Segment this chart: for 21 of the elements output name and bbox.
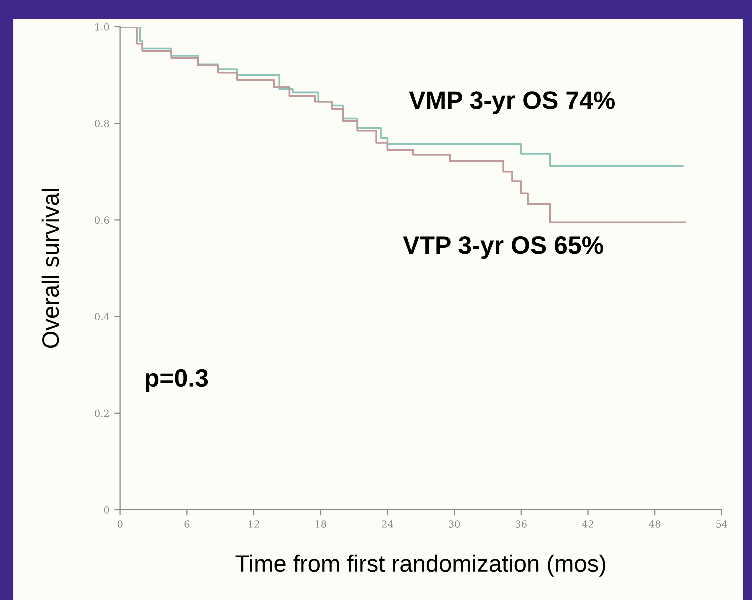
- x-tick-label: 36: [516, 520, 527, 528]
- x-tick-label: 18: [316, 520, 326, 528]
- y-tick-label: 0.4: [95, 313, 110, 321]
- x-tick-label: 42: [582, 520, 594, 528]
- y-tick-label: 0.6: [95, 216, 110, 224]
- annotation: VMP 3-yr OS 74%: [409, 92, 616, 114]
- x-tick-label: 12: [249, 520, 260, 528]
- y-tick-label: 0.2: [95, 410, 109, 418]
- y-axis-title: Overall survival: [42, 189, 60, 348]
- x-tick-label: 48: [649, 520, 661, 528]
- x-tick-label: 30: [449, 520, 460, 528]
- annotation: p=0.3: [146, 369, 208, 392]
- annotation: VTP 3-yr OS 65%: [403, 236, 604, 260]
- x-tick-label: 6: [184, 520, 190, 528]
- x-tick-label: 24: [382, 520, 394, 528]
- y-tick-label: 0.8: [95, 120, 110, 128]
- x-tick-label: 0: [118, 520, 123, 528]
- x-tick-label: 54: [716, 520, 728, 528]
- x-axis-title: Time from first randomization (mos): [236, 554, 606, 577]
- y-tick-label: 0: [104, 506, 110, 514]
- y-tick-label: 1.0: [96, 23, 110, 31]
